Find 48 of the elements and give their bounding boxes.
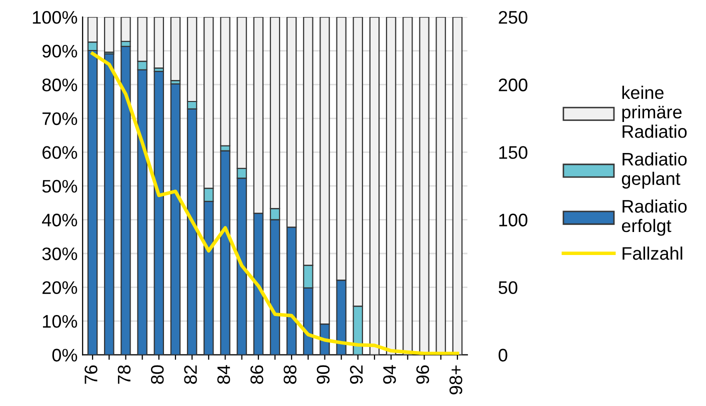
- bar: [436, 17, 446, 355]
- y-tick-label: 100%: [32, 10, 78, 24]
- y2-tick-label: 250: [498, 10, 528, 24]
- bar: [170, 83, 181, 355]
- bar: [104, 53, 114, 355]
- legend-label: Radiatio erfolgt: [622, 199, 687, 236]
- y2-tick-label: 150: [499, 146, 528, 159]
- bar: [170, 17, 181, 82]
- x-tick-label: 82: [184, 365, 197, 384]
- bar: [104, 17, 114, 53]
- x-tick-label: 92: [350, 365, 363, 384]
- y-tick-label: 10%: [42, 315, 78, 328]
- y-tick-label: 50%: [42, 180, 78, 193]
- bar: [386, 17, 396, 355]
- y2-tick-label: 0: [498, 348, 508, 362]
- bar: [402, 17, 413, 355]
- x-tick-label: 96: [416, 365, 430, 384]
- x-tick-label: 76: [84, 365, 98, 384]
- y2-tick-label: 200: [498, 78, 528, 92]
- bar: [452, 17, 463, 355]
- bar: [369, 17, 380, 355]
- legend-label: Radiatio geplant: [622, 152, 687, 189]
- legend-label: keine primäre Radiatio: [622, 86, 687, 138]
- y-tick-label: 0%: [52, 348, 78, 362]
- bar: [154, 17, 164, 69]
- bar: [154, 70, 164, 355]
- legend-label: Fallzahl: [622, 246, 682, 260]
- x-tick-label: 78: [118, 365, 131, 384]
- line-series: [90, 52, 460, 355]
- x-tick-label: 84: [217, 365, 230, 384]
- y-tick-label: 70%: [42, 112, 78, 126]
- bar: [220, 150, 230, 355]
- y-tick-label: 60%: [42, 146, 78, 159]
- x-tick-label: 86: [250, 365, 264, 384]
- y-tick-label: 80%: [42, 78, 78, 92]
- x-tick-label: 98+: [449, 365, 462, 394]
- y-tick-label: 40%: [42, 214, 78, 226]
- y-tick-label: 90%: [42, 44, 78, 58]
- y2-tick-label: 50: [498, 281, 518, 294]
- x-tick-label: 80: [150, 365, 164, 384]
- y-tick-label: 20%: [42, 281, 78, 294]
- bar: [120, 46, 131, 355]
- y2-tick-label: 100: [499, 214, 528, 226]
- x-tick-label: 88: [284, 365, 296, 384]
- y-tick-label: 30%: [42, 247, 78, 260]
- x-tick-label: 90: [316, 365, 330, 384]
- x-tick-label: 94: [383, 365, 396, 384]
- bar: [419, 17, 430, 355]
